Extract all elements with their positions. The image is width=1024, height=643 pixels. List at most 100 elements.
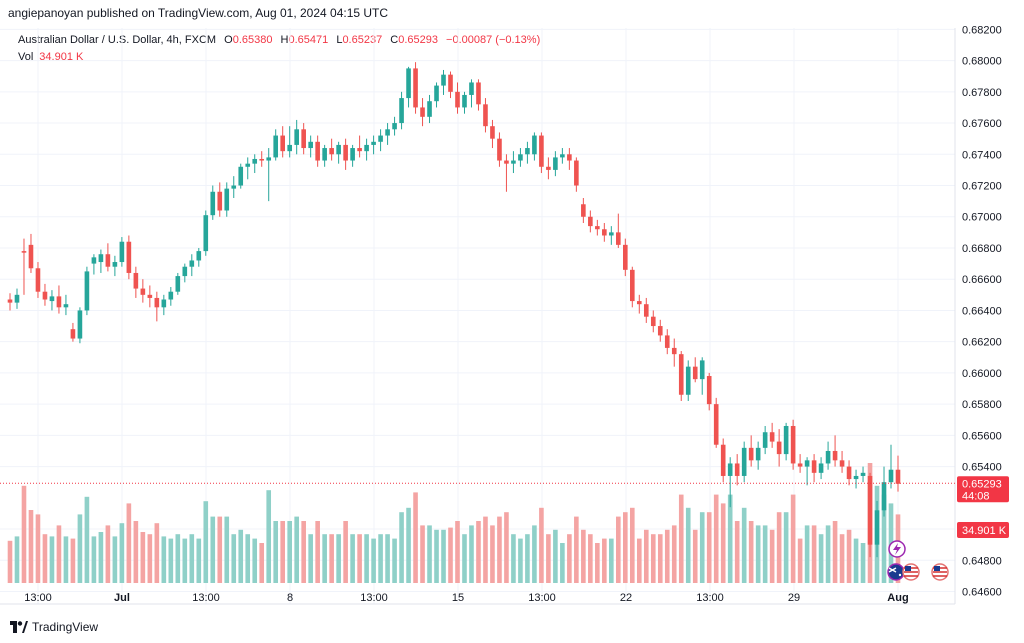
price-chart[interactable]: 0.68200 0.68000 0.67800 0.67600 0.67400 0.672… (0, 0, 1024, 612)
candle-body (671, 347, 677, 355)
volume-bar (238, 529, 244, 583)
us-flag-icon[interactable] (931, 563, 949, 581)
time-tick-label: Jul (114, 592, 130, 604)
candle-body (874, 510, 880, 545)
volume-bar (692, 529, 698, 583)
volume-value: 34.901 K (39, 51, 84, 63)
candle-body (532, 135, 537, 155)
candle-body (259, 158, 265, 161)
volume-bar (441, 529, 446, 583)
volume-bar (699, 512, 705, 583)
volume-row: Vol 34.901 K (18, 49, 540, 66)
candle-body (147, 294, 153, 298)
volume-bar (741, 507, 747, 583)
candle-body (161, 299, 167, 308)
volume-bar (35, 514, 41, 583)
candle-body (217, 191, 223, 211)
price-tick-label: 0.67600 (962, 118, 1002, 130)
open-value: 0.65380 (232, 34, 273, 46)
price-tick-label: 0.66800 (962, 243, 1002, 255)
time-axis: 13:00 Jul 13:00 8 13:00 15 13:00 22 13:00 29 Aug (24, 592, 908, 604)
close-label: C (390, 34, 399, 46)
volume-bar (622, 512, 628, 583)
candle-body (413, 68, 418, 108)
volume-bar (504, 512, 509, 583)
volume-bar (713, 494, 719, 583)
volume-bar (797, 538, 803, 583)
candle-body (678, 354, 684, 395)
volume-bar (609, 538, 614, 583)
volume-bar (329, 534, 334, 583)
candle-body (727, 463, 733, 476)
candle-body (329, 148, 334, 155)
volume-bar (14, 536, 20, 583)
candle-body (602, 229, 607, 236)
volume-bar (357, 534, 362, 583)
time-tick-label: 13:00 (528, 592, 556, 604)
volume-bar (776, 512, 782, 583)
candle-body (63, 304, 69, 308)
volume-bar (448, 527, 453, 583)
candle-body (881, 482, 887, 511)
current-price-badge: 0.65293 44:08 (957, 476, 1009, 503)
candle-body (42, 291, 48, 300)
candle-body (245, 163, 251, 167)
volume-bar (734, 521, 740, 583)
volume-bar (189, 534, 195, 583)
volume-bar (476, 521, 481, 583)
volume-bar (525, 534, 530, 583)
au-flag-icon[interactable] (887, 563, 905, 581)
volume-bar (378, 534, 383, 583)
volume-bar (539, 507, 544, 583)
volume-bar (56, 525, 62, 583)
volume-bar (811, 525, 817, 583)
candle-body (832, 450, 838, 461)
volume-bar (706, 512, 712, 583)
volume-bar (574, 516, 579, 583)
symbol-title[interactable]: Australian Dollar / U.S. Dollar, 4h, FXC… (18, 34, 217, 46)
candle-body (350, 148, 355, 161)
volume-bar (853, 538, 859, 583)
price-tick-label: 0.67400 (962, 149, 1002, 161)
us-flag-icon[interactable] (902, 563, 920, 581)
volume-bar (42, 534, 48, 583)
candle-body (448, 74, 453, 92)
candle-body (77, 310, 83, 339)
volume-bar (70, 538, 76, 583)
volume-bar (790, 494, 796, 583)
candle-body (825, 450, 831, 464)
candle-body (734, 463, 740, 476)
volume-bar (727, 494, 733, 583)
footer-brand[interactable]: TradingView (32, 620, 99, 634)
price-tick-label: 0.68000 (962, 56, 1002, 68)
candle-body (636, 301, 642, 305)
candle-body (427, 101, 432, 117)
volume-bar (126, 503, 132, 583)
published-header: angiepanoyan published on TradingView.co… (8, 6, 389, 20)
volume-bar (657, 534, 663, 583)
volume-bar (664, 529, 670, 583)
volume-bar (839, 534, 845, 583)
volume-bar (518, 538, 523, 583)
price-tick-label: 0.67000 (962, 212, 1002, 224)
lightning-icon[interactable] (888, 540, 906, 558)
volume-bar (818, 534, 824, 583)
price-tick-label: 0.66400 (962, 305, 1002, 317)
candle-body (357, 148, 362, 152)
volume-bar (154, 523, 160, 583)
volume-bar (336, 534, 341, 583)
candle-body (154, 297, 160, 308)
candle-body (790, 425, 796, 464)
volume-bar (685, 507, 691, 583)
price-axis: 0.68200 0.68000 0.67800 0.67600 0.67400 0.672… (962, 24, 1002, 598)
candle-body (818, 463, 824, 473)
tradingview-logo-icon (10, 621, 28, 633)
candle-body (224, 188, 230, 211)
candle-body (21, 251, 27, 253)
candle-body (112, 262, 118, 267)
candle-body (392, 123, 397, 130)
volume-bars (7, 463, 901, 583)
volume-bar (294, 516, 299, 583)
volume-bar (671, 525, 677, 583)
candle-body (182, 266, 188, 277)
